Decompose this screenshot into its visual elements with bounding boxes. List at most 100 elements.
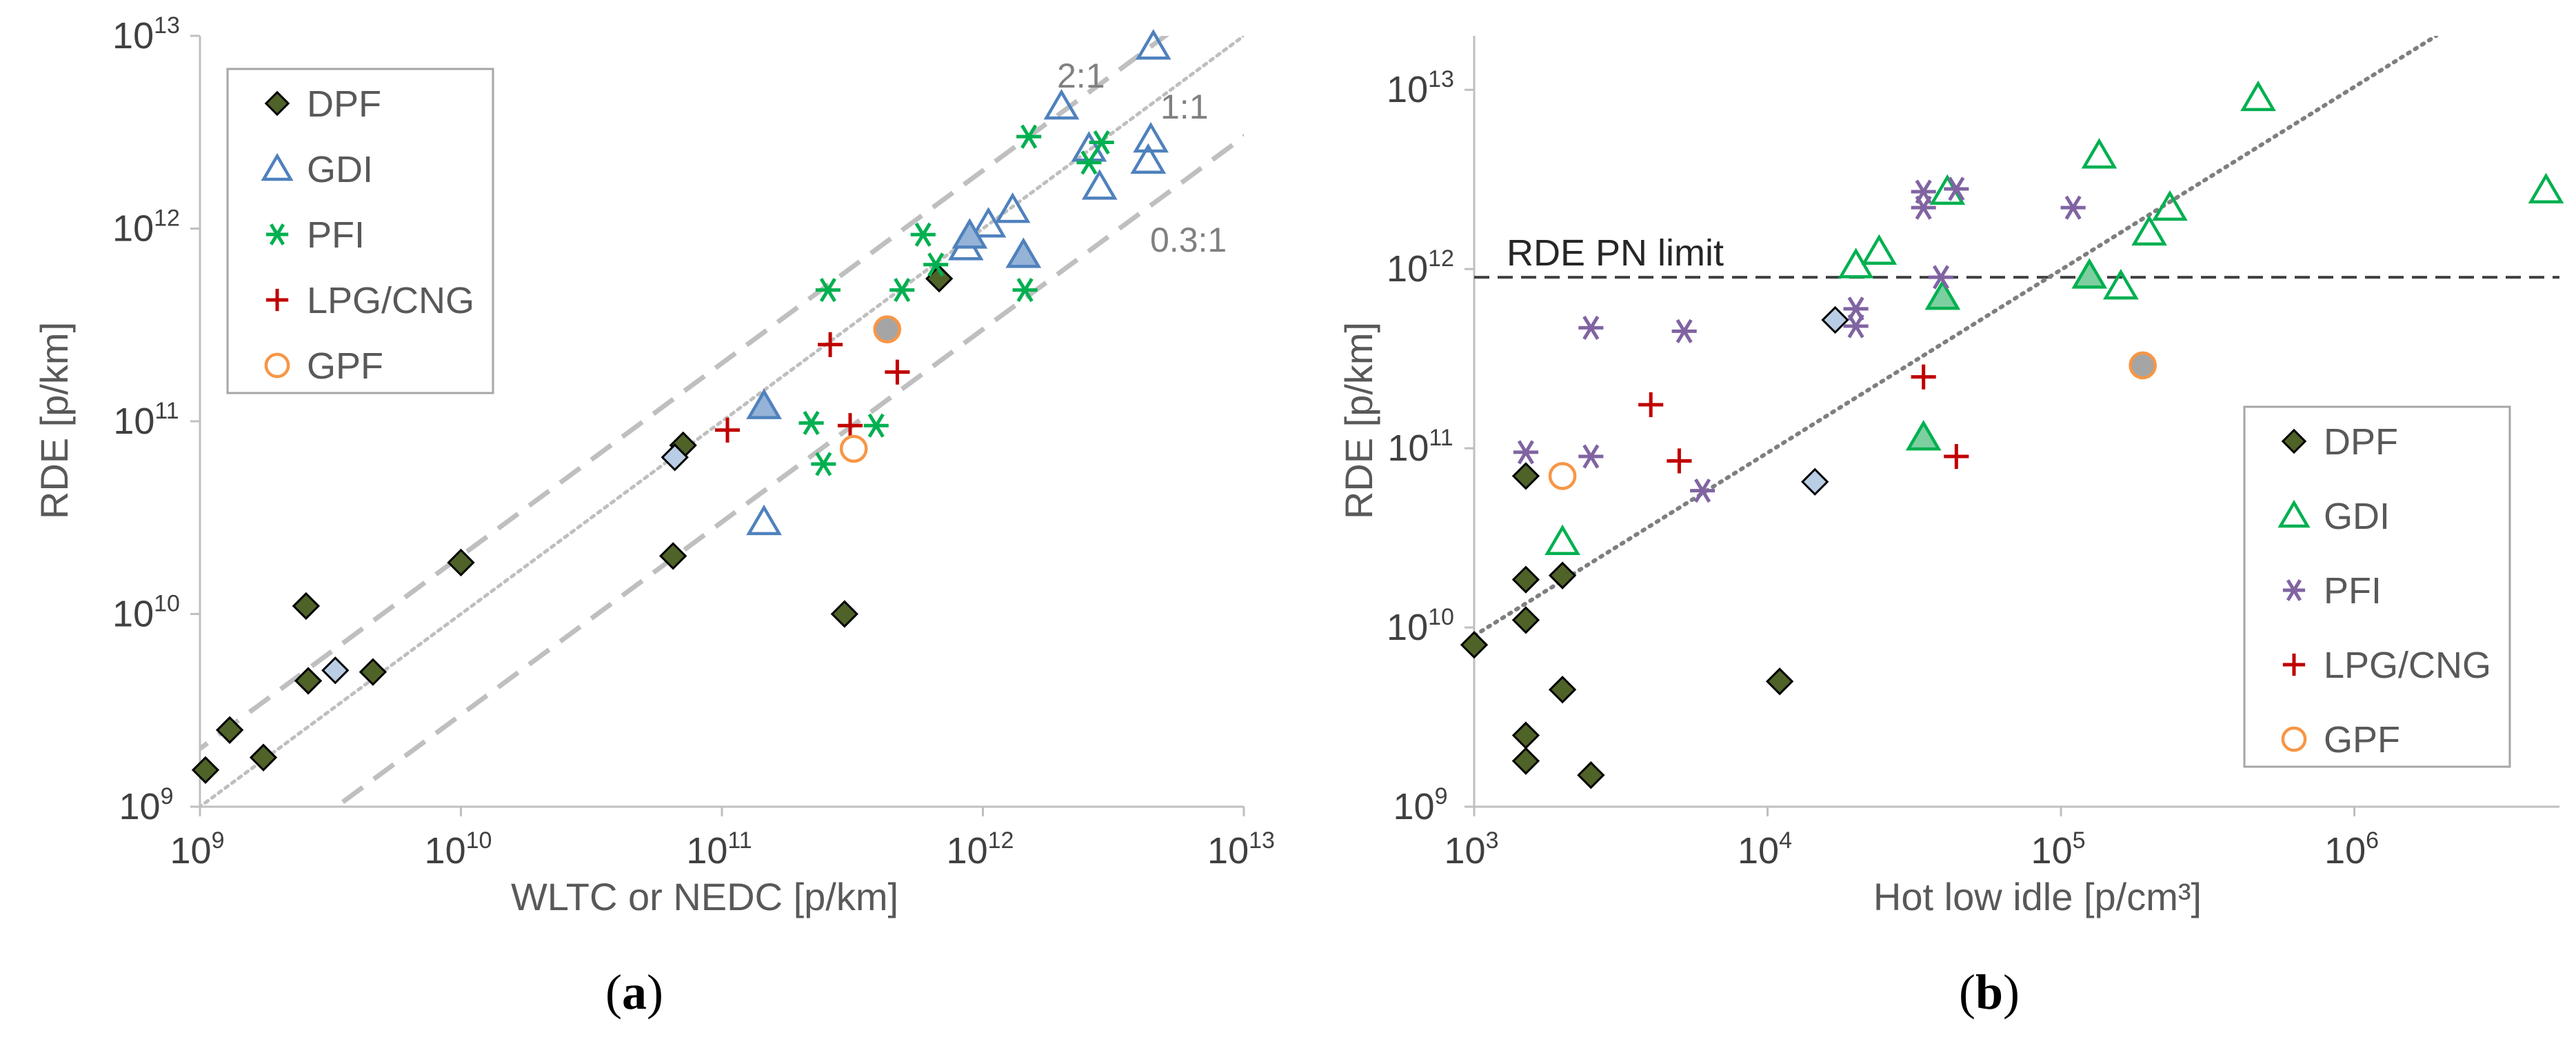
- data-point-star: [1928, 265, 1954, 290]
- data-point-triangle: [2528, 172, 2564, 203]
- data-point-star: [1012, 278, 1038, 303]
- data-point-triangle: [1130, 143, 1167, 174]
- data-point-diamond: [359, 658, 388, 686]
- legend-label: LPG/CNG: [2324, 645, 2491, 686]
- legend-marker-lpg: [265, 288, 289, 312]
- data-point-plus: [714, 417, 741, 443]
- tick-labels-a: 109 1010 1011 1012 1013 109 1010 1011 1012 1013: [112, 12, 1275, 872]
- data-point-plus: [818, 332, 843, 357]
- y-tick-label: 1010: [1387, 604, 1454, 648]
- x-tick-label: 103: [1445, 827, 1499, 872]
- data-point-diamond: [249, 743, 278, 772]
- data-point-star: [889, 278, 915, 303]
- data-point-star: [1911, 195, 1936, 220]
- data-point-diamond-light: [1821, 305, 1849, 334]
- ratio-label-2-1: 2:1: [1057, 57, 1105, 95]
- legend-label: DPF: [2324, 421, 2398, 463]
- legend-marker-gpf: [2281, 726, 2307, 752]
- x-tick-label: 1010: [425, 827, 492, 872]
- data-point-triangle: [1135, 29, 1171, 60]
- y-tick-label: 109: [1393, 783, 1448, 827]
- reference-line: [332, 133, 1244, 807]
- legend-b: DPF GDI PFI LPG/CNG GPF: [2243, 405, 2511, 768]
- legend-marker-dpf: [2281, 428, 2307, 454]
- legend-label: PFI: [2324, 570, 2382, 612]
- data-point-circle-fill: [873, 315, 902, 343]
- data-points-b: [1460, 80, 2564, 789]
- data-point-star: [811, 452, 836, 476]
- data-point-plus: [1667, 448, 1692, 474]
- data-point-triangle: [2103, 269, 2139, 300]
- data-point-triangle-fill: [746, 388, 782, 419]
- y-tick-label: 1012: [112, 205, 180, 250]
- data-point-triangle: [1861, 234, 1898, 265]
- y-tick-label: 1013: [1387, 66, 1454, 110]
- legend-label: GDI: [2324, 496, 2390, 537]
- data-point-star: [798, 410, 824, 436]
- data-point-diamond-light: [661, 443, 689, 472]
- legend-marker-dpf: [264, 90, 290, 117]
- legend-label: LPG/CNG: [307, 280, 474, 321]
- data-point-star: [1690, 479, 1715, 503]
- data-point-diamond: [215, 716, 244, 744]
- data-point-star: [1016, 124, 1042, 149]
- x-axis-label-b: Hot low idle [p/cm³]: [1873, 875, 2202, 918]
- x-axis-label-a: WLTC or NEDC [p/km]: [511, 875, 898, 918]
- data-point-triangle: [1133, 121, 1169, 153]
- panel-caption-b: (b): [1959, 965, 2020, 1020]
- data-point-triangle: [2152, 190, 2188, 221]
- data-points-a: [191, 29, 1171, 784]
- data-point-triangle: [2081, 138, 2117, 169]
- x-tick-label: 1012: [947, 827, 1014, 872]
- x-tick-label: 104: [1738, 827, 1792, 872]
- data-point-triangle: [746, 504, 782, 536]
- data-point-diamond: [1548, 676, 1577, 704]
- y-axis-label-a: RDE [p/km]: [32, 322, 76, 519]
- reference-lines-a: [200, 36, 1244, 807]
- data-point-circle: [839, 434, 868, 463]
- data-point-diamond: [191, 756, 220, 784]
- chart-panel-b: 103 104 105 106 109 1010 1011 1012 1013 RDE PN l…: [1337, 36, 2564, 1020]
- data-point-diamond-light: [321, 656, 350, 685]
- y-tick-label: 109: [119, 783, 174, 827]
- legend-marker-gdi: [2277, 499, 2311, 528]
- data-point-diamond: [1511, 606, 1540, 634]
- data-point-star: [815, 278, 841, 303]
- data-point-plus: [1638, 392, 1664, 417]
- legend-a: DPF GDI PFI LPG/CNG GPF: [226, 68, 494, 394]
- y-axis-label-b: RDE [p/km]: [1337, 322, 1380, 519]
- ratio-label-0-3-1: 0.3:1: [1150, 221, 1227, 259]
- data-point-diamond: [1511, 462, 1540, 490]
- data-point-star: [1843, 296, 1869, 321]
- axes-b: [1465, 36, 2559, 816]
- data-point-diamond: [1548, 561, 1577, 590]
- data-point-diamond: [1577, 761, 1605, 789]
- trend-line: [1474, 36, 2439, 638]
- data-point-star: [1944, 177, 1969, 201]
- chart-panel-a: 109 1010 1011 1012 1013 109 1010 1011 1012 1013 2…: [32, 12, 1275, 1020]
- data-point-triangle-fill: [1905, 419, 1942, 451]
- legend-label: GDI: [307, 149, 373, 190]
- data-point-triangle: [1544, 524, 1580, 556]
- y-tick-label: 1010: [112, 591, 180, 635]
- data-point-triangle: [970, 207, 1007, 238]
- x-tick-label: 106: [2324, 827, 2379, 872]
- data-point-diamond: [1511, 747, 1540, 775]
- data-point-circle-fill: [2129, 351, 2157, 380]
- data-point-star: [1513, 440, 1538, 465]
- legend-marker-pfi: [2282, 579, 2306, 601]
- data-point-star: [1578, 315, 1604, 340]
- data-point-triangle-fill: [2071, 258, 2108, 289]
- data-point-star: [2060, 195, 2086, 220]
- data-point-diamond: [1765, 667, 1794, 696]
- data-point-diamond: [447, 548, 475, 576]
- data-point-diamond: [830, 600, 858, 628]
- limit-line-label: RDE PN limit: [1507, 232, 1724, 274]
- data-point-triangle-fill: [1924, 279, 1961, 310]
- axes-a: [190, 34, 1245, 816]
- ratio-label-1-1: 1:1: [1160, 88, 1209, 126]
- data-point-triangle-fill: [952, 218, 988, 249]
- legend-label: PFI: [307, 214, 365, 256]
- data-point-triangle: [2240, 80, 2276, 112]
